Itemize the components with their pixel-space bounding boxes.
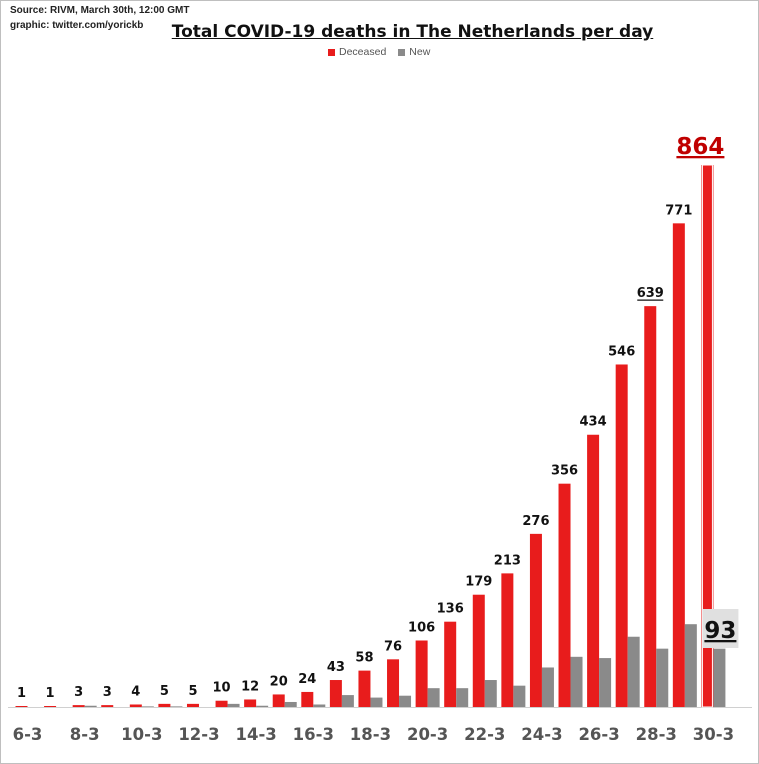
graphic-credit: graphic: twitter.com/yorickb: [10, 20, 144, 31]
data-label-new-30-3: 93: [704, 618, 736, 644]
bar-deceased-6-3: [15, 706, 28, 707]
data-label-deceased-10-3: 4: [131, 684, 140, 699]
x-tick-label-20-3: 20-3: [407, 725, 448, 744]
x-tick-label-22-3: 22-3: [464, 725, 505, 744]
legend-swatch-new: [398, 48, 406, 56]
legend-swatch-deceased: [328, 48, 335, 56]
data-label-deceased-23-3: 213: [494, 553, 521, 568]
data-label-deceased-8-3: 3: [74, 685, 83, 700]
bar-deceased-13-3: [215, 700, 228, 707]
data-label-deceased-11-3: 5: [160, 684, 169, 699]
bar-new-25-3: [570, 656, 583, 707]
x-tick-label-12-3: 12-3: [178, 725, 219, 744]
x-tick-label-26-3: 26-3: [578, 725, 619, 744]
bar-deceased-11-3: [158, 703, 171, 707]
source-text: Source: RIVM, March 30th, 12:00 GMT: [10, 5, 190, 16]
bar-new-18-3: [370, 697, 383, 707]
data-label-deceased-16-3: 24: [298, 672, 316, 687]
bar-new-24-3: [541, 667, 554, 707]
bar-deceased-15-3: [272, 694, 285, 707]
bar-new-29-3: [684, 624, 697, 707]
data-label-deceased-13-3: 10: [213, 681, 231, 696]
bar-new-26-3: [599, 658, 612, 707]
x-tick-label-30-3: 30-3: [693, 725, 734, 744]
x-tick-label-28-3: 28-3: [636, 725, 677, 744]
bar-deceased-20-3: [415, 640, 428, 707]
bar-deceased-30-3: [701, 165, 714, 707]
data-label-deceased-21-3: 136: [437, 602, 464, 617]
data-label-deceased-19-3: 76: [384, 639, 402, 654]
bar-deceased-26-3: [587, 434, 600, 707]
bar-new-16-3: [313, 704, 326, 707]
bar-new-22-3: [484, 680, 497, 707]
bar-deceased-25-3: [558, 483, 571, 707]
bar-deceased-23-3: [501, 573, 514, 707]
bar-deceased-29-3: [672, 223, 685, 707]
bar-deceased-28-3: [644, 306, 657, 707]
data-label-deceased-14-3: 12: [241, 679, 259, 694]
data-label-deceased-24-3: 276: [522, 514, 549, 529]
data-label-deceased-7-3: 1: [46, 686, 55, 701]
bar-new-15-3: [284, 701, 297, 707]
data-label-deceased-30-3: 864: [676, 134, 724, 160]
x-tick-label-10-3: 10-3: [121, 725, 162, 744]
data-label-deceased-17-3: 43: [327, 660, 345, 675]
data-label-deceased-27-3: 546: [608, 344, 635, 359]
bar-deceased-highlight-outline: [701, 164, 713, 708]
legend: Deceased New: [328, 46, 438, 58]
x-tick-label-16-3: 16-3: [293, 725, 334, 744]
bar-new-17-3: [341, 695, 354, 707]
bar-new-10-3: [141, 706, 154, 707]
x-tick-label-8-3: 8-3: [70, 725, 100, 744]
bar-new-23-3: [513, 685, 526, 707]
bar-deceased-18-3: [358, 670, 371, 707]
bar-deceased-10-3: [129, 704, 142, 707]
bar-deceased-24-3: [529, 533, 542, 707]
bar-new-8-3: [84, 705, 97, 707]
bar-new-28-3: [656, 648, 669, 707]
bar-deceased-8-3: [72, 705, 85, 707]
legend-label-deceased: Deceased: [339, 46, 387, 58]
data-label-deceased-29-3: 771: [665, 203, 692, 218]
data-label-deceased-26-3: 434: [580, 415, 607, 430]
bar-new-19-3: [399, 695, 412, 707]
x-tick-label-14-3: 14-3: [235, 725, 276, 744]
bar-deceased-22-3: [472, 594, 485, 707]
bar-deceased-19-3: [387, 659, 400, 707]
chart-title: Total COVID-19 deaths in The Netherlands…: [171, 22, 654, 42]
data-label-deceased-15-3: 20: [270, 674, 288, 689]
bar-new-14-3: [256, 705, 269, 707]
x-tick-label-24-3: 24-3: [521, 725, 562, 744]
bar-deceased-21-3: [444, 621, 457, 707]
x-tick-label-6-3: 6-3: [13, 725, 43, 744]
data-label-deceased-25-3: 356: [551, 464, 578, 479]
x-tick-label-18-3: 18-3: [350, 725, 391, 744]
bar-deceased-27-3: [615, 364, 628, 707]
data-label-deceased-28-3: 639: [637, 286, 664, 301]
bar-new-30-3: [713, 648, 726, 707]
bar-deceased-17-3: [329, 680, 342, 707]
bar-new-11-3: [170, 706, 183, 707]
bar-new-21-3: [456, 688, 469, 707]
data-label-deceased-22-3: 179: [465, 575, 492, 590]
data-label-deceased-9-3: 3: [103, 685, 112, 700]
bar-deceased-16-3: [301, 691, 314, 707]
bar-deceased-12-3: [186, 703, 199, 707]
data-label-deceased-18-3: 58: [355, 651, 373, 666]
bar-deceased-14-3: [244, 699, 257, 707]
data-label-deceased-20-3: 106: [408, 621, 435, 636]
data-label-deceased-6-3: 1: [17, 686, 26, 701]
bar-new-27-3: [627, 636, 640, 707]
data-label-deceased-12-3: 5: [188, 684, 197, 699]
bar-new-20-3: [427, 688, 440, 707]
bar-deceased-9-3: [101, 705, 114, 707]
bar-deceased-7-3: [44, 706, 57, 707]
legend-label-new: New: [409, 46, 431, 58]
bar-new-13-3: [227, 703, 240, 707]
